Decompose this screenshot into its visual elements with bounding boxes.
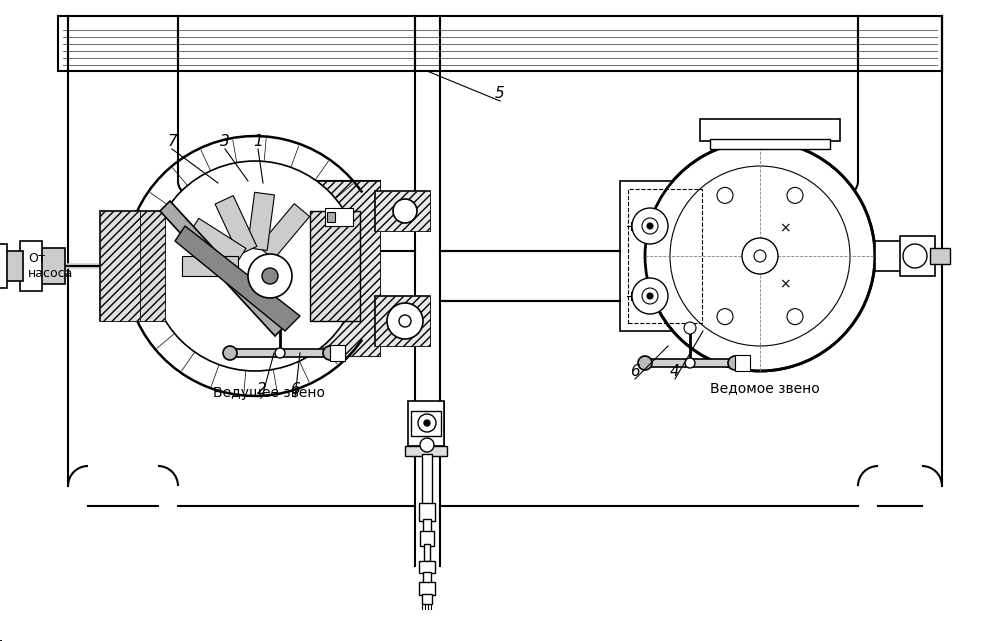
- Bar: [0, 640, 1, 641]
- Bar: [100, 211, 140, 321]
- Bar: [58, 16, 942, 71]
- Circle shape: [647, 293, 653, 299]
- Bar: [310, 211, 360, 321]
- Bar: [100, 211, 140, 321]
- Bar: [422, 454, 432, 506]
- Bar: [0, 640, 1, 641]
- Circle shape: [424, 420, 430, 426]
- Polygon shape: [247, 192, 274, 251]
- Bar: [408, 401, 444, 446]
- Bar: [375, 296, 430, 346]
- Circle shape: [645, 141, 875, 371]
- Circle shape: [418, 414, 436, 432]
- Circle shape: [248, 254, 292, 298]
- Text: ×: ×: [779, 277, 791, 291]
- Polygon shape: [215, 196, 257, 255]
- Bar: [327, 212, 335, 222]
- Bar: [0, 640, 1, 641]
- Circle shape: [787, 187, 803, 203]
- Text: Ведущее звено: Ведущее звено: [213, 386, 325, 400]
- Circle shape: [638, 356, 652, 370]
- Bar: [405, 446, 447, 456]
- Bar: [411, 411, 441, 436]
- Circle shape: [903, 244, 927, 268]
- Text: 5: 5: [495, 85, 505, 101]
- Polygon shape: [225, 349, 335, 357]
- Bar: [330, 345, 345, 361]
- Circle shape: [717, 308, 733, 324]
- Text: 2: 2: [257, 381, 267, 397]
- Bar: [424, 544, 430, 561]
- Bar: [305, 181, 380, 356]
- Circle shape: [642, 288, 658, 304]
- Bar: [0, 640, 1, 641]
- Polygon shape: [160, 201, 285, 336]
- Polygon shape: [175, 226, 300, 331]
- Text: 7: 7: [167, 133, 177, 149]
- Bar: [700, 119, 840, 141]
- Bar: [375, 191, 430, 231]
- Text: ×: ×: [779, 221, 791, 235]
- Bar: [305, 181, 380, 356]
- Bar: [628, 189, 702, 323]
- Bar: [375, 191, 430, 231]
- Bar: [310, 211, 360, 321]
- Bar: [735, 355, 750, 371]
- Bar: [422, 594, 432, 604]
- Text: 6: 6: [630, 363, 640, 378]
- Circle shape: [632, 278, 668, 314]
- Bar: [420, 531, 434, 546]
- Bar: [40, 248, 65, 284]
- Text: 6: 6: [290, 381, 300, 397]
- Bar: [20, 241, 42, 291]
- Circle shape: [685, 358, 695, 368]
- Polygon shape: [258, 204, 310, 260]
- Circle shape: [420, 438, 434, 452]
- Circle shape: [223, 346, 237, 360]
- Text: От
насоса: От насоса: [28, 252, 73, 280]
- Polygon shape: [640, 359, 740, 367]
- Bar: [900, 236, 935, 276]
- Circle shape: [742, 238, 778, 274]
- Circle shape: [632, 208, 668, 244]
- Bar: [135, 211, 165, 321]
- Bar: [0, 640, 1, 641]
- Bar: [419, 503, 435, 521]
- Circle shape: [323, 346, 337, 360]
- Bar: [408, 401, 444, 446]
- Circle shape: [684, 322, 696, 334]
- Circle shape: [728, 356, 742, 370]
- Text: 1: 1: [253, 133, 263, 149]
- Text: 4: 4: [670, 363, 680, 378]
- Polygon shape: [188, 219, 246, 265]
- Circle shape: [647, 223, 653, 229]
- Bar: [419, 582, 435, 595]
- Text: 3: 3: [220, 133, 230, 149]
- Circle shape: [754, 250, 766, 262]
- Circle shape: [393, 199, 417, 223]
- Bar: [419, 561, 435, 573]
- Circle shape: [399, 315, 411, 327]
- Text: Ведомое звено: Ведомое звено: [710, 381, 820, 395]
- Bar: [423, 572, 431, 584]
- Bar: [5, 251, 23, 281]
- Circle shape: [262, 268, 278, 284]
- Bar: [875, 241, 905, 271]
- Circle shape: [717, 187, 733, 203]
- Bar: [0, 640, 1, 641]
- Bar: [0, 244, 7, 288]
- Bar: [620, 181, 710, 331]
- Circle shape: [387, 303, 423, 339]
- Bar: [930, 248, 950, 264]
- Circle shape: [150, 161, 360, 371]
- Bar: [135, 211, 165, 321]
- Circle shape: [787, 308, 803, 324]
- Polygon shape: [182, 256, 238, 276]
- Bar: [375, 296, 430, 346]
- Bar: [710, 139, 830, 149]
- Bar: [423, 519, 431, 533]
- Circle shape: [275, 348, 285, 358]
- Bar: [325, 208, 353, 226]
- Circle shape: [642, 218, 658, 234]
